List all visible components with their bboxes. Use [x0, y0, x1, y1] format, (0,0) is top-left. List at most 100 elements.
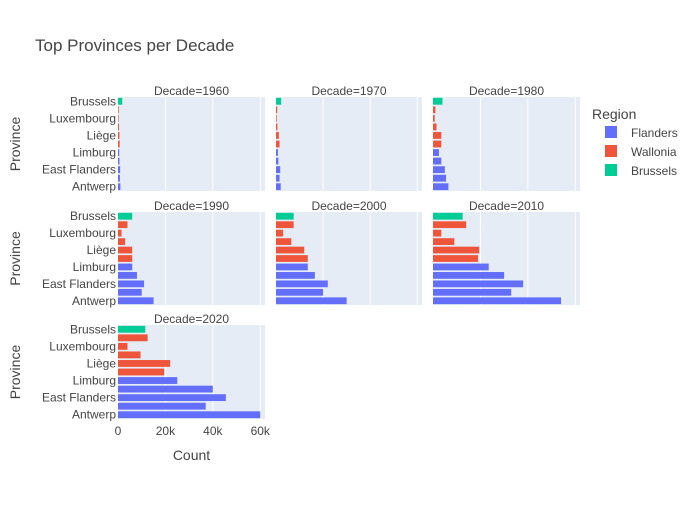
y-tick-label: East Flanders	[42, 277, 116, 291]
bar-east-flanders[interactable]: East Flanders: 45500	[118, 394, 226, 401]
bar-flemish-brabant[interactable]: Flemish Brabant: 40000	[118, 386, 213, 393]
bar-walloon-brabant[interactable]: Walloon Brabant: 6500	[276, 238, 291, 245]
bar-west-flanders[interactable]: West Flanders: 20000	[276, 289, 323, 296]
bar-brussels[interactable]: Brussels: 1800	[118, 98, 122, 105]
bar-hainaut[interactable]: Hainaut: 13500	[276, 255, 308, 262]
bar-luxembourg[interactable]: Luxembourg: 3000	[276, 230, 283, 237]
bar-flemish-brabant[interactable]: Flemish Brabant: 3500	[433, 158, 441, 165]
bar-li-ge[interactable]: Liège: 22000	[118, 360, 170, 367]
bar-hainaut[interactable]: Hainaut: 19000	[433, 255, 478, 262]
bar-luxembourg[interactable]: Luxembourg: 200	[118, 115, 119, 122]
bar-li-ge[interactable]: Liège: 19500	[433, 247, 479, 254]
y-axis-label: Province	[7, 345, 23, 400]
bar-west-flanders[interactable]: West Flanders: 10000	[118, 289, 142, 296]
x-tick-label: 60k	[251, 424, 271, 438]
bar-li-ge[interactable]: Liège: 6000	[118, 247, 132, 254]
legend-label: Brussels	[631, 164, 677, 178]
bar-brussels[interactable]: Brussels: 7500	[276, 213, 294, 220]
bar-antwerp[interactable]: Antwerp: 6500	[433, 183, 448, 190]
bar-hainaut[interactable]: Hainaut: 700	[118, 141, 120, 148]
legend-item-flanders[interactable]: Flanders	[605, 126, 678, 140]
bar-east-flanders[interactable]: East Flanders: 5000	[433, 166, 445, 173]
bar-flemish-brabant[interactable]: Flemish Brabant: 1000	[276, 158, 278, 165]
bar-li-ge[interactable]: Liège: 600	[118, 132, 119, 139]
bar-west-flanders[interactable]: West Flanders: 800	[118, 175, 120, 182]
plot-area	[433, 97, 580, 191]
bar-luxembourg[interactable]: Luxembourg: 1500	[118, 230, 122, 237]
bar-namur[interactable]: Namur: 7500	[276, 221, 294, 228]
chart-title: Top Provinces per Decade	[35, 36, 234, 55]
bar-namur[interactable]: Namur: 12500	[118, 334, 148, 341]
bar-flemish-brabant[interactable]: Flemish Brabant: 8000	[118, 272, 137, 279]
facet-1970: Antwerp: 2000West Flanders: 1500 East Fla…	[276, 84, 422, 191]
bar-walloon-brabant[interactable]: Walloon Brabant: 9500	[118, 351, 141, 358]
y-tick-label: Liège	[87, 243, 117, 257]
bar-walloon-brabant[interactable]: Walloon Brabant: 600	[276, 123, 277, 130]
bar-li-ge[interactable]: Liège: 12000	[276, 247, 304, 254]
bar-li-ge[interactable]: Liège: 3500	[433, 132, 441, 139]
bar-luxembourg[interactable]: Luxembourg: 300	[276, 115, 277, 122]
bar-walloon-brabant[interactable]: Walloon Brabant: 1500	[433, 123, 437, 130]
legend-swatch	[605, 126, 617, 138]
bar-antwerp[interactable]: Antwerp: 30000	[276, 297, 347, 304]
bar-flemish-brabant[interactable]: Flemish Brabant: 16500	[276, 272, 315, 279]
bar-east-flanders[interactable]: East Flanders: 900	[118, 166, 120, 173]
bar-brussels[interactable]: Brussels: 2200	[276, 98, 281, 105]
x-tick-label: 0	[115, 424, 122, 438]
facet-label: Decade=1960	[154, 84, 229, 98]
bar-brussels[interactable]: Brussels: 6000	[118, 213, 132, 220]
bar-hainaut[interactable]: Hainaut: 6000	[118, 255, 132, 262]
bar-limburg[interactable]: Limburg: 800	[276, 149, 278, 156]
bar-antwerp[interactable]: Antwerp: 2000	[276, 183, 281, 190]
y-tick-label: Luxembourg	[49, 226, 116, 240]
bar-brussels[interactable]: Brussels: 11500	[118, 326, 145, 333]
bar-hainaut[interactable]: Hainaut: 1500	[276, 141, 280, 148]
legend-label: Flanders	[631, 126, 678, 140]
bar-limburg[interactable]: Limburg: 25000	[118, 377, 177, 384]
bar-namur[interactable]: Namur: 4000	[118, 221, 127, 228]
bar-limburg[interactable]: Limburg: 13500	[276, 264, 308, 271]
bar-hainaut[interactable]: Hainaut: 19500	[118, 369, 164, 376]
bar-walloon-brabant[interactable]: Walloon Brabant: 9000	[433, 238, 454, 245]
bar-li-ge[interactable]: Liège: 1200	[276, 132, 279, 139]
bar-walloon-brabant[interactable]: Walloon Brabant: 400	[118, 123, 119, 130]
bar-west-flanders[interactable]: West Flanders: 5500	[433, 175, 446, 182]
x-tick-label: 20k	[156, 424, 176, 438]
bar-antwerp[interactable]: Antwerp: 54000	[433, 297, 561, 304]
facet-2000: Antwerp: 30000West Flanders: 20000 East F…	[276, 199, 422, 305]
bar-brussels[interactable]: Brussels: 4000	[433, 98, 442, 105]
bar-east-flanders[interactable]: East Flanders: 11000	[118, 280, 144, 287]
legend-item-brussels[interactable]: Brussels	[605, 164, 677, 178]
bar-namur[interactable]: Namur: 300	[118, 106, 119, 113]
bar-namur[interactable]: Namur: 500	[276, 106, 277, 113]
bar-west-flanders[interactable]: West Flanders: 37000	[118, 403, 206, 410]
bar-west-flanders[interactable]: West Flanders: 33000	[433, 289, 511, 296]
bar-brussels[interactable]: Brussels: 12500	[433, 213, 463, 220]
bar-luxembourg[interactable]: Luxembourg: 3500	[433, 230, 441, 237]
bar-limburg[interactable]: Limburg: 500	[118, 149, 119, 156]
bar-luxembourg[interactable]: Luxembourg: 700	[433, 115, 435, 122]
bar-flemish-brabant[interactable]: Flemish Brabant: 30000	[433, 272, 504, 279]
y-tick-label: Luxembourg	[49, 339, 116, 353]
bar-east-flanders[interactable]: East Flanders: 22000	[276, 280, 328, 287]
bar-luxembourg[interactable]: Luxembourg: 4000	[118, 343, 127, 350]
legend-swatch	[605, 164, 617, 176]
bar-antwerp[interactable]: Antwerp: 60000	[118, 411, 260, 418]
bar-hainaut[interactable]: Hainaut: 3500	[433, 141, 441, 148]
bar-limburg[interactable]: Limburg: 6000	[118, 264, 132, 271]
bar-namur[interactable]: Namur: 14000	[433, 221, 466, 228]
bar-east-flanders[interactable]: East Flanders: 38000	[433, 280, 523, 287]
bar-antwerp[interactable]: Antwerp: 1000	[118, 183, 120, 190]
bar-antwerp[interactable]: Antwerp: 15000	[118, 297, 154, 304]
bar-limburg[interactable]: Limburg: 23500	[433, 264, 489, 271]
bar-namur[interactable]: Namur: 1000	[433, 106, 435, 113]
plot-area	[276, 97, 422, 191]
bar-west-flanders[interactable]: West Flanders: 1500	[276, 175, 280, 182]
legend-item-wallonia[interactable]: Wallonia	[605, 145, 677, 159]
bar-east-flanders[interactable]: East Flanders: 1800	[276, 166, 280, 173]
bar-walloon-brabant[interactable]: Walloon Brabant: 3000	[118, 238, 125, 245]
legend-title: Region	[592, 106, 636, 122]
bar-flemish-brabant[interactable]: Flemish Brabant: 600	[118, 158, 119, 165]
y-tick-label: Brussels	[70, 209, 116, 223]
bar-limburg[interactable]: Limburg: 2500	[433, 149, 439, 156]
